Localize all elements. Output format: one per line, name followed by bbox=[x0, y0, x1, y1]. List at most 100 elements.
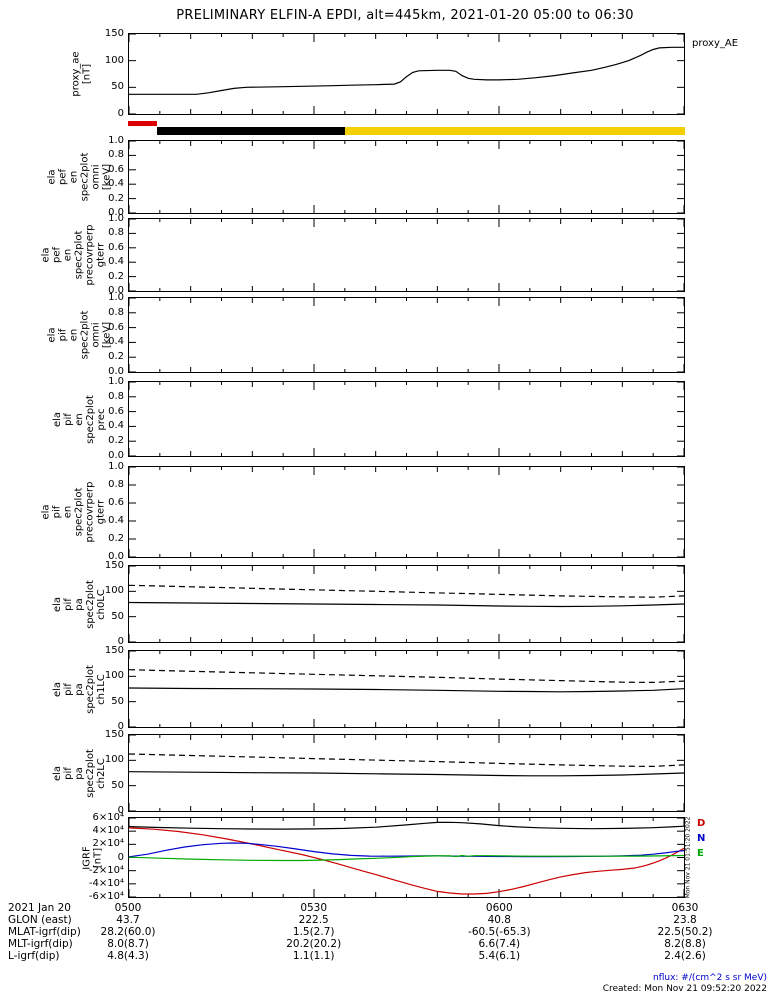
plot-area-pif-en-omni bbox=[128, 297, 685, 373]
var-label-name: L-igrf(dip) bbox=[8, 950, 60, 962]
y-tick-label: 150 bbox=[104, 645, 124, 656]
panel-pif-en-omni: ela pif en spec2plot omni [keV] 0.0 0.2 0.… bbox=[0, 292, 775, 377]
var-label-value: 5.4(6.1) bbox=[478, 950, 521, 962]
plot-area-igrf bbox=[128, 817, 685, 898]
y-axis-label: ela pif pa spec2plot ch1LC bbox=[52, 664, 108, 714]
series-antilosscone bbox=[129, 584, 684, 598]
y-tick-label: 0.4 bbox=[108, 336, 124, 348]
plot-area-pa-ch0 bbox=[128, 565, 685, 643]
var-label-value: 23.8 bbox=[673, 914, 697, 926]
var-label-value: 22.5(50.2) bbox=[657, 926, 713, 938]
plot-area-pif-en-prec bbox=[128, 381, 685, 457]
series-N bbox=[129, 842, 684, 858]
y-tick-labels: 0 50 100 150 bbox=[0, 645, 124, 732]
y-tick-label: 1.0 bbox=[108, 135, 124, 146]
var-label-value: 2.4(2.6) bbox=[664, 950, 706, 962]
y-axis-label: ela pif pa spec2plot ch0LC bbox=[52, 579, 108, 629]
y-tick-label: 0.2 bbox=[108, 435, 124, 447]
series-E bbox=[129, 854, 684, 862]
panel-igrf: IGRF [nT] -6×10⁴ -4×10⁴ -2×10⁴ 0 2×10⁴ 4×10⁴ 6… bbox=[0, 812, 775, 902]
position-bar bbox=[128, 120, 685, 136]
panel-pef-en-precovrperp: ela pef en spec2plot precovrperp gterr 0… bbox=[0, 213, 775, 296]
series-D bbox=[129, 827, 684, 895]
y-axis-label: ela pef en spec2plot omni [keV] bbox=[46, 152, 113, 202]
plot-canvas bbox=[129, 566, 684, 642]
y-tick-label: 0 bbox=[117, 636, 124, 647]
y-tick-label: 0.4 bbox=[108, 515, 124, 526]
plot-area-pef-en-precovrperp bbox=[128, 218, 685, 292]
y-tick-label: 0.0 bbox=[108, 450, 124, 461]
panel-pif-en-prec: ela pif en spec2plot prec 0.0 0.2 0.4 0.6 0.… bbox=[0, 376, 775, 461]
y-tick-label: 0.2 bbox=[108, 533, 124, 544]
y-tick-label: 100 bbox=[104, 54, 124, 66]
annotation-row: GLON (east) 43.7 222.5 40.8 23.8 bbox=[0, 914, 775, 926]
y-tick-label: 0.2 bbox=[108, 270, 124, 282]
var-label-value: 222.5 bbox=[298, 914, 329, 926]
created-label: Created: Mon Nov 21 09:52:20 2022 bbox=[602, 984, 767, 994]
y-tick-label: 50 bbox=[111, 779, 124, 791]
footer: nflux: #/(cm^2 s sr MeV) Created: Mon No… bbox=[603, 973, 767, 995]
panel-pef-en-omni: ela pef en spec2plot omni [keV] 0.0 0.2 0.… bbox=[0, 135, 775, 218]
var-label-value: 20.2(20.2) bbox=[286, 938, 342, 950]
var-label-value: 28.2(60.0) bbox=[100, 926, 156, 938]
series-proxy_ae bbox=[129, 46, 684, 95]
series-antilosscone bbox=[129, 669, 684, 684]
igrf-series-label: D bbox=[697, 818, 706, 829]
y-tick-labels: -6×10⁴ -4×10⁴ -2×10⁴ 0 2×10⁴ 4×10⁴ 6×10⁴ bbox=[0, 812, 124, 902]
y-tick-label: 0.6 bbox=[108, 405, 124, 417]
plot-canvas bbox=[129, 219, 684, 291]
panel-pa-ch1: ela pif pa spec2plot ch1LC 0 50 100 150 bbox=[0, 645, 775, 732]
series-B-total bbox=[129, 821, 684, 830]
y-axis-label: ela pef en spec2plot precovrperp gterr bbox=[40, 224, 107, 286]
y-tick-labels: 0.0 0.2 0.4 0.6 0.8 1.0 bbox=[0, 461, 124, 562]
series-losscone bbox=[129, 771, 684, 777]
var-label-value: 40.8 bbox=[487, 914, 511, 926]
plot-title: PRELIMINARY ELFIN-A EPDI, alt=445km, 202… bbox=[176, 8, 634, 23]
y-tick-label: 0.4 bbox=[108, 256, 124, 268]
series-antilosscone bbox=[129, 753, 684, 768]
y-tick-label: 0.8 bbox=[108, 227, 124, 239]
y-tick-label: 0 bbox=[117, 851, 124, 863]
var-label-value: 1.5(2.7) bbox=[292, 926, 335, 938]
y-tick-labels: 0.0 0.2 0.4 0.6 0.8 1.0 bbox=[0, 135, 124, 218]
y-tick-label: 0.6 bbox=[108, 497, 124, 508]
y-tick-label: 0.4 bbox=[108, 178, 124, 190]
y-tick-label: 50 bbox=[111, 695, 124, 707]
y-tick-label: 0.0 bbox=[108, 366, 124, 377]
annotation-row: MLT-igrf(dip) 8.0(8.7) 20.2(20.2) 6.6(7.4) 8… bbox=[0, 938, 775, 950]
time-tick-label: 0530 bbox=[300, 902, 328, 914]
y-tick-labels: 0.0 0.2 0.4 0.6 0.8 1.0 bbox=[0, 292, 124, 377]
y-tick-label: 0.4 bbox=[108, 420, 124, 432]
y-tick-label: 100 bbox=[104, 585, 124, 597]
y-tick-label: 4×10⁴ bbox=[92, 825, 124, 837]
bottom-annotations: 2021 Jan 20 0500 0530 0600 0630 GLON (east) 43… bbox=[0, 902, 775, 966]
y-tick-label: 0.6 bbox=[108, 163, 124, 175]
plot-canvas bbox=[129, 382, 684, 456]
panel-proxy-ae: proxy_ae [nT] 0 50 100 150 bbox=[0, 28, 775, 119]
y-tick-label: 2×10⁴ bbox=[92, 838, 124, 850]
panel-pa-ch2: ela pif pa spec2plot ch2LC 0 50 100 150 bbox=[0, 729, 775, 816]
plot-area-pif-en-precovrperp bbox=[128, 466, 685, 558]
var-label-value: 6.6(7.4) bbox=[478, 938, 521, 950]
y-tick-label: 50 bbox=[111, 610, 124, 622]
date-label: 2021 Jan 20 bbox=[8, 902, 71, 914]
time-tick-label: 0600 bbox=[485, 902, 513, 914]
plot-area-pa-ch1 bbox=[128, 650, 685, 728]
y-tick-label: 0.6 bbox=[108, 321, 124, 333]
y-tick-label: 0.2 bbox=[108, 351, 124, 363]
y-tick-label: 150 bbox=[104, 28, 124, 39]
y-tick-label: 150 bbox=[104, 560, 124, 571]
y-tick-label: 0.0 bbox=[108, 551, 124, 562]
y-tick-label: 0 bbox=[117, 108, 124, 119]
panel-pa-ch0: ela pif pa spec2plot ch0LC 0 50 100 150 bbox=[0, 560, 775, 647]
igrf-series-label: N bbox=[697, 833, 706, 844]
y-tick-label: 0.6 bbox=[108, 241, 124, 253]
y-axis-label: IGRF [nT] bbox=[81, 845, 104, 870]
y-tick-label: 100 bbox=[104, 670, 124, 682]
y-tick-label: 100 bbox=[104, 754, 124, 766]
series-losscone bbox=[129, 601, 684, 608]
y-tick-label: 1.0 bbox=[108, 213, 124, 224]
y-tick-label: 1.0 bbox=[108, 292, 124, 303]
